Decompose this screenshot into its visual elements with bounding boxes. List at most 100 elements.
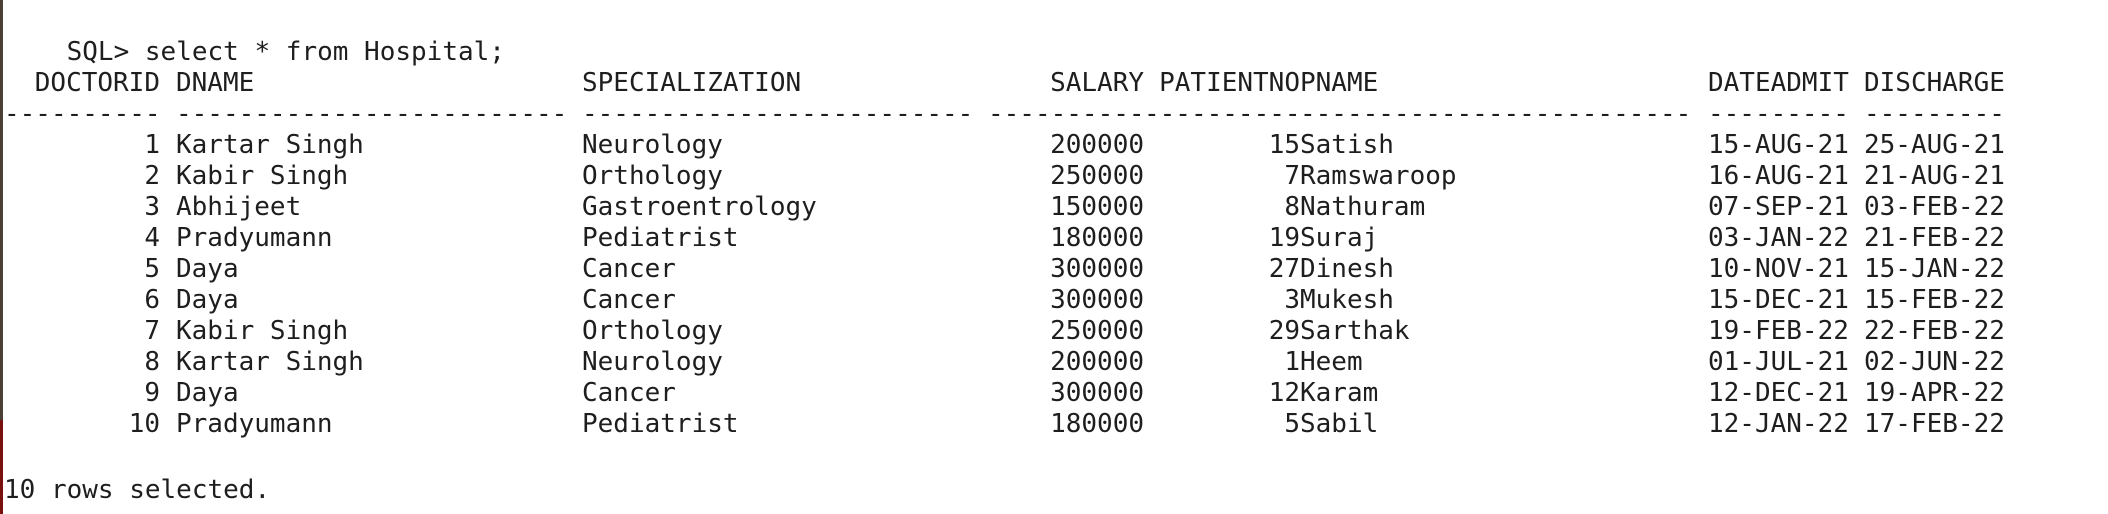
cell-salary: 300000 (1050, 378, 1144, 408)
cell-salary: 250000 (1050, 316, 1144, 346)
cell-doctorid: 5 (144, 254, 160, 284)
window-left-border (0, 0, 3, 514)
cell-discharge: 02-JUN-22 (1864, 347, 2005, 377)
cell-specialization: Gastroentrology (582, 192, 817, 222)
cell-specialization: Pediatrist (582, 409, 739, 439)
cell-discharge: 19-APR-22 (1864, 378, 2005, 408)
cell-salary: 200000 (1050, 130, 1144, 160)
cell-discharge: 21-AUG-21 (1864, 161, 2005, 191)
cell-discharge: 17-FEB-22 (1864, 409, 2005, 439)
cell-salary: 150000 (1050, 192, 1144, 222)
cell-pname: Nathuram (1300, 192, 1426, 222)
cell-specialization: Pediatrist (582, 223, 739, 253)
cell-dateadmit: 01-JUL-21 (1708, 347, 1849, 377)
cell-discharge: 22-FEB-22 (1864, 316, 2005, 346)
column-header-doctorid: DOCTORID (34, 68, 160, 98)
cell-dateadmit: 03-JAN-22 (1708, 223, 1849, 253)
cell-salary: 180000 (1050, 223, 1144, 253)
cell-dname: Kabir Singh (176, 316, 349, 346)
cell-pname: Ramswaroop (1300, 161, 1457, 191)
rows-selected-footer: 10 rows selected. (4, 475, 271, 505)
window-left-border-accent (0, 420, 3, 514)
cell-patientno: 15 (1268, 130, 1300, 160)
column-header-pname: PNAME (1300, 68, 1379, 98)
cell-dateadmit: 10-NOV-21 (1708, 254, 1849, 284)
cell-pname: Dinesh (1300, 254, 1394, 284)
cell-doctorid: 2 (144, 161, 160, 191)
cell-patientno: 3 (1284, 285, 1300, 315)
column-separator-specialization: ------------------------- (582, 99, 974, 129)
cell-patientno: 29 (1268, 316, 1300, 346)
column-header-specialization: SPECIALIZATION (582, 68, 802, 98)
cell-discharge: 21-FEB-22 (1864, 223, 2005, 253)
cell-doctorid: 4 (144, 223, 160, 253)
cell-specialization: Cancer (582, 285, 676, 315)
cell-dname: Kartar Singh (176, 347, 364, 377)
cell-doctorid: 6 (144, 285, 160, 315)
cell-discharge: 03-FEB-22 (1864, 192, 2005, 222)
column-separator-doctorid: ---------- (4, 99, 161, 129)
column-separator-salary: ---------- (988, 99, 1145, 129)
cell-discharge: 15-FEB-22 (1864, 285, 2005, 315)
column-header-dateadmit: DATEADMIT (1708, 68, 1849, 98)
cell-dateadmit: 15-AUG-21 (1708, 130, 1849, 160)
column-header-patientno: PATIENTNO (1159, 68, 1300, 98)
cell-patientno: 19 (1268, 223, 1300, 253)
cell-dname: Abhijeet (176, 192, 302, 222)
cell-dname: Daya (176, 254, 239, 284)
cell-doctorid: 1 (144, 130, 160, 160)
column-header-discharge: DISCHARGE (1864, 68, 2005, 98)
column-separator-patientno: ---------- (1144, 99, 1301, 129)
cell-patientno: 12 (1268, 378, 1300, 408)
column-separator-dateadmit: --------- (1708, 99, 1849, 129)
cell-specialization: Orthology (582, 316, 723, 346)
cell-specialization: Cancer (582, 254, 676, 284)
cell-discharge: 15-JAN-22 (1864, 254, 2005, 284)
cell-patientno: 7 (1284, 161, 1300, 191)
cell-pname: Karam (1300, 378, 1379, 408)
cell-dname: Pradyumann (176, 223, 333, 253)
cell-dateadmit: 12-JAN-22 (1708, 409, 1849, 439)
cell-dname: Daya (176, 285, 239, 315)
cell-dateadmit: 19-FEB-22 (1708, 316, 1849, 346)
cell-dateadmit: 07-SEP-21 (1708, 192, 1849, 222)
cell-salary: 300000 (1050, 285, 1144, 315)
cell-patientno: 1 (1284, 347, 1300, 377)
column-header-salary: SALARY (1050, 68, 1144, 98)
cell-salary: 200000 (1050, 347, 1144, 377)
cell-patientno: 27 (1268, 254, 1300, 284)
cell-doctorid: 7 (144, 316, 160, 346)
cell-specialization: Cancer (582, 378, 676, 408)
cell-doctorid: 3 (144, 192, 160, 222)
cell-pname: Mukesh (1300, 285, 1394, 315)
cell-specialization: Neurology (582, 130, 723, 160)
cell-pname: Sarthak (1300, 316, 1410, 346)
sql-command: select * from Hospital; (144, 37, 505, 67)
cell-patientno: 8 (1284, 192, 1300, 222)
cell-pname: Satish (1300, 130, 1394, 160)
cell-dateadmit: 15-DEC-21 (1708, 285, 1849, 315)
cell-pname: Suraj (1300, 223, 1379, 253)
cell-specialization: Orthology (582, 161, 723, 191)
cell-salary: 180000 (1050, 409, 1144, 439)
column-separator-pname: ------------------------- (1300, 99, 1692, 129)
cell-dateadmit: 16-AUG-21 (1708, 161, 1849, 191)
column-header-dname: DNAME (176, 68, 255, 98)
cell-dateadmit: 12-DEC-21 (1708, 378, 1849, 408)
cell-patientno: 5 (1284, 409, 1300, 439)
cell-dname: Daya (176, 378, 239, 408)
cell-dname: Kabir Singh (176, 161, 349, 191)
cell-salary: 250000 (1050, 161, 1144, 191)
cell-salary: 300000 (1050, 254, 1144, 284)
cell-dname: Kartar Singh (176, 130, 364, 160)
command-line: SQL> select * from Hospital; (4, 6, 505, 67)
cell-doctorid: 8 (144, 347, 160, 377)
cell-discharge: 25-AUG-21 (1864, 130, 2005, 160)
cell-doctorid: 10 (128, 409, 160, 439)
column-separator-discharge: --------- (1864, 99, 2005, 129)
cell-pname: Sabil (1300, 409, 1379, 439)
cell-doctorid: 9 (144, 378, 160, 408)
cell-dname: Pradyumann (176, 409, 333, 439)
cell-specialization: Neurology (582, 347, 723, 377)
